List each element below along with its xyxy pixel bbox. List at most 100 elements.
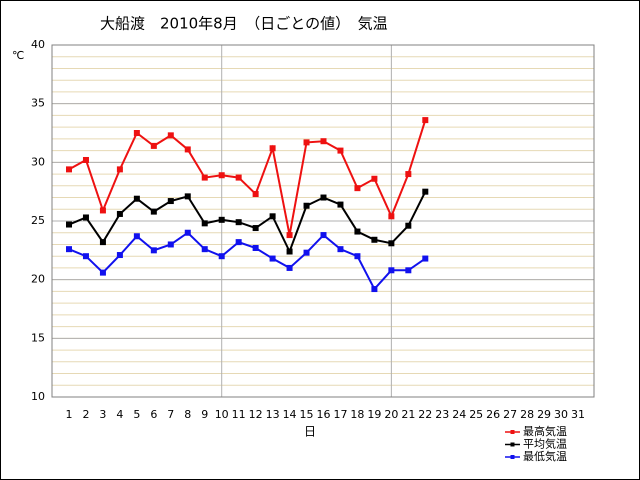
- point: [82, 214, 89, 221]
- y-tick-label: 20: [31, 273, 45, 286]
- x-tick-label: 10: [215, 408, 229, 421]
- point: [320, 232, 327, 239]
- point: [337, 147, 344, 154]
- point: [99, 207, 106, 214]
- x-tick-label: 30: [554, 408, 568, 421]
- point: [99, 269, 106, 276]
- point: [218, 253, 225, 260]
- point: [405, 267, 412, 274]
- series-line: [68, 231, 426, 291]
- plot-border: [51, 44, 595, 398]
- point: [116, 252, 123, 259]
- point: [388, 213, 395, 220]
- point: [201, 220, 208, 227]
- point: [150, 208, 157, 215]
- point: [82, 156, 89, 163]
- point: [320, 194, 327, 201]
- point: [320, 138, 327, 145]
- x-tick-label: 16: [317, 408, 331, 421]
- point: [167, 241, 174, 248]
- point: [405, 171, 412, 178]
- legend-label: 最高気温: [523, 424, 567, 438]
- point: [354, 228, 361, 235]
- chart-title: 大船渡 2010年8月 （日ごとの値） 気温: [100, 15, 388, 33]
- point: [269, 145, 276, 152]
- point: [66, 166, 72, 173]
- x-tick-label: 24: [452, 408, 466, 421]
- x-tick-label: 21: [401, 408, 415, 421]
- point: [337, 201, 344, 208]
- point: [422, 188, 429, 195]
- x-tick-label: 20: [384, 408, 398, 421]
- x-axis-label: 日: [304, 425, 316, 439]
- x-tick-label: 13: [266, 408, 280, 421]
- y-tick-label: 10: [31, 390, 45, 403]
- point: [235, 219, 242, 226]
- series-line: [68, 119, 427, 236]
- point: [252, 191, 259, 198]
- point: [116, 166, 123, 173]
- x-tick-label: 27: [503, 408, 517, 421]
- x-tick-label: 23: [435, 408, 449, 421]
- point: [184, 193, 191, 200]
- y-tick-label: 40: [31, 38, 45, 51]
- point: [184, 146, 191, 153]
- point: [286, 264, 293, 271]
- point: [133, 130, 140, 136]
- point: [269, 213, 276, 220]
- x-tick-label: 29: [537, 408, 551, 421]
- y-tick-label: 25: [31, 214, 45, 227]
- x-tick-label: 8: [184, 408, 191, 421]
- point: [371, 236, 378, 243]
- point: [422, 117, 429, 124]
- point: [218, 216, 225, 223]
- x-tick-label: 19: [367, 408, 381, 421]
- point: [388, 240, 395, 247]
- x-tick-label: 3: [99, 408, 106, 421]
- legend-label: 最低気温: [523, 449, 567, 463]
- point: [218, 172, 225, 179]
- point: [235, 239, 242, 246]
- x-tick-label: 6: [150, 408, 157, 421]
- point: [388, 267, 395, 274]
- x-tick-label: 1: [66, 408, 73, 421]
- x-tick-label: 26: [486, 408, 500, 421]
- point: [184, 229, 191, 236]
- point: [82, 253, 89, 260]
- point: [150, 142, 157, 149]
- point: [133, 195, 140, 202]
- legend-marker: [510, 455, 515, 459]
- point: [303, 249, 310, 256]
- point: [201, 246, 208, 253]
- x-tick-label: 7: [167, 408, 174, 421]
- legend-marker: [510, 430, 515, 434]
- y-unit: ℃: [12, 49, 24, 62]
- point: [337, 246, 344, 253]
- y-tick-label: 30: [31, 155, 45, 168]
- point: [354, 253, 361, 260]
- legend-label: 平均気温: [523, 437, 567, 451]
- x-tick-label: 22: [418, 408, 432, 421]
- legend-marker: [510, 442, 515, 447]
- point: [167, 132, 174, 139]
- y-tick-label: 15: [31, 331, 45, 344]
- x-tick-label: 5: [133, 408, 140, 421]
- x-tick-label: 17: [333, 408, 347, 421]
- point: [201, 174, 208, 181]
- x-tick-label: 4: [116, 408, 123, 421]
- x-tick-label: 18: [350, 408, 364, 421]
- x-tick-label: 15: [300, 408, 314, 421]
- point: [150, 247, 157, 254]
- series-line: [68, 191, 427, 255]
- x-tick-label: 9: [201, 408, 208, 421]
- point: [133, 233, 140, 240]
- point: [286, 248, 293, 255]
- y-tick-label: 35: [31, 97, 45, 110]
- point: [167, 198, 174, 205]
- x-tick-label: 11: [232, 408, 246, 421]
- point: [66, 246, 72, 253]
- point: [303, 202, 310, 209]
- point: [303, 139, 310, 146]
